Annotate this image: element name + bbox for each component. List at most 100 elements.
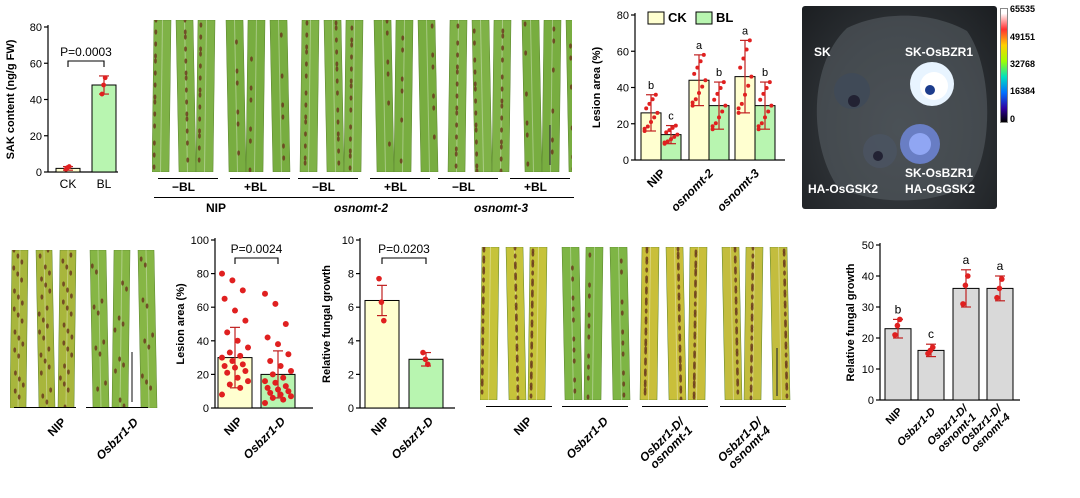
lesion-spot xyxy=(18,376,21,381)
lesion-spot xyxy=(514,253,517,258)
data-point xyxy=(232,365,238,371)
significance-letter: b xyxy=(895,302,902,316)
lesion-spot xyxy=(401,76,404,81)
data-point xyxy=(67,164,72,169)
data-point xyxy=(262,291,268,297)
lesion-spot xyxy=(304,160,307,165)
lesion-spot xyxy=(751,253,754,258)
lesion-spot xyxy=(335,61,338,66)
x-tick-label: Osbzr1-D xyxy=(389,414,437,462)
data-point xyxy=(745,47,749,51)
lesion-spot xyxy=(304,143,307,148)
lesion-spot xyxy=(694,293,697,298)
lesion-spot xyxy=(154,58,157,63)
lesion-spot xyxy=(622,370,625,375)
data-point xyxy=(760,121,764,125)
lesion-spot xyxy=(350,66,353,71)
lesion-spot xyxy=(784,292,787,297)
lesion-spot xyxy=(734,258,737,263)
lesion-spot xyxy=(645,278,648,283)
lesion-spot xyxy=(644,371,647,376)
lesion-spot xyxy=(48,364,51,369)
lesion-spot xyxy=(677,254,680,259)
data-point xyxy=(376,276,382,282)
data-point xyxy=(381,318,387,324)
lesion-spot xyxy=(677,265,680,270)
data-point xyxy=(697,91,701,95)
lesion-spot xyxy=(235,39,238,44)
lesion-spot xyxy=(678,295,681,300)
data-point xyxy=(278,363,284,369)
bar-3 xyxy=(987,288,1013,400)
lesion-spot xyxy=(783,262,786,267)
lesion-spot xyxy=(482,288,485,293)
y-tick-label: 80 xyxy=(197,269,209,281)
lesion-spot xyxy=(21,341,24,346)
data-point xyxy=(715,92,719,96)
lesion-spot xyxy=(571,265,574,270)
y-tick-label: 30 xyxy=(862,302,874,314)
lesion-spot xyxy=(531,311,534,316)
y-tick-label: 20 xyxy=(197,369,209,381)
lesion-spot xyxy=(482,310,485,315)
lesion-spot xyxy=(623,392,626,397)
lesion-spot xyxy=(784,333,787,338)
lesion-spot xyxy=(305,32,308,37)
data-point xyxy=(262,378,268,384)
lesion-spot xyxy=(93,304,96,309)
data-point xyxy=(746,84,750,88)
lesion-spot xyxy=(350,37,353,42)
lesion-spot xyxy=(573,388,576,393)
lesion-spot xyxy=(46,305,49,310)
lesion-spot xyxy=(475,163,478,168)
y-tick-label: 0 xyxy=(36,167,42,179)
data-point xyxy=(265,334,271,340)
y-tick-label: 40 xyxy=(197,336,209,348)
label-combo-line1: SK-OsBZR1 xyxy=(905,166,973,180)
lesion-spot xyxy=(17,335,20,340)
x-tick-label: NIP xyxy=(644,166,668,190)
lesion-spot xyxy=(694,312,697,317)
lesion-spot xyxy=(530,344,533,349)
lesion-spot xyxy=(572,317,575,322)
data-point xyxy=(761,92,765,96)
lesion-spot xyxy=(515,294,518,299)
lesion-spot xyxy=(388,141,391,146)
lesion-spot xyxy=(121,280,124,285)
lesion-spot xyxy=(17,294,20,299)
lesion-spot xyxy=(501,74,504,79)
lesion-spot xyxy=(48,288,51,293)
group-label: Osbzr1-D/ osnomt-4 xyxy=(690,416,772,498)
lesion-spot xyxy=(336,107,339,112)
lesion-spot xyxy=(693,342,696,347)
significance-letter: a xyxy=(696,40,703,52)
lesion-spot xyxy=(644,382,647,387)
lesion-spot xyxy=(515,335,518,340)
legend-label-ck: CK xyxy=(668,10,687,25)
lesion-spot xyxy=(482,277,485,282)
lesion-spot xyxy=(693,375,696,380)
lesion-spot xyxy=(694,323,697,328)
lesion-spot xyxy=(621,310,624,315)
data-point xyxy=(769,104,773,108)
lesion-spot xyxy=(198,133,201,138)
data-point xyxy=(101,83,106,88)
y-tick-label: 0 xyxy=(623,155,629,167)
lesion-spot xyxy=(500,156,503,161)
data-point xyxy=(270,371,276,377)
lesion-spot xyxy=(153,140,156,145)
data-point xyxy=(737,111,741,115)
lesion-spot xyxy=(70,293,73,298)
bar-1 xyxy=(918,350,944,400)
lesion-spot xyxy=(96,386,99,391)
group-underline xyxy=(434,197,574,198)
lesion-spot xyxy=(335,25,338,30)
lesion-spot xyxy=(572,295,575,300)
lesion-spot xyxy=(530,352,533,357)
data-point xyxy=(235,375,241,381)
lesion-spot xyxy=(186,116,189,121)
lesion-spot xyxy=(524,50,527,55)
leaf-strips xyxy=(480,247,798,400)
group-label: NIP xyxy=(460,414,535,489)
data-point xyxy=(245,378,251,384)
